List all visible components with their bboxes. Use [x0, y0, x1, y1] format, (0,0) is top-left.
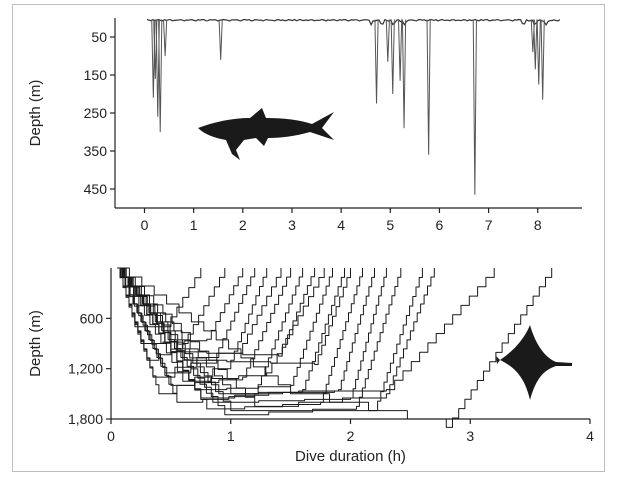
dive-spike	[374, 19, 379, 104]
bottom-x-axis-label: Dive duration (h)	[295, 448, 406, 465]
bottom-x-ticks: 0 1 2 3 4	[107, 419, 594, 444]
top-y-tick-label: 50	[91, 29, 107, 45]
top-x-tick-label: 4	[337, 217, 345, 233]
dive-spike	[398, 19, 403, 81]
dive-profile-line	[117, 267, 423, 412]
top-x-tick-label: 6	[436, 217, 444, 233]
top-y-tick-label: 450	[84, 181, 108, 197]
dive-spike	[163, 19, 168, 57]
top-y-tick-label: 350	[84, 143, 108, 159]
bottom-y-axis-label: Depth (m)	[27, 310, 44, 377]
bottom-y-ticks: 600 1,200 1,800	[68, 310, 111, 427]
surface-trace	[146, 18, 561, 27]
bottom-x-tick-label: 3	[466, 428, 474, 444]
dive-spike	[385, 19, 390, 62]
dive-profile-line	[117, 267, 202, 328]
dive-spike	[401, 19, 407, 129]
bottom-dive-profiles	[117, 267, 553, 428]
dive-spike	[426, 19, 431, 155]
dive-profile-line	[117, 267, 244, 344]
bottom-y-tick-label: 1,800	[68, 411, 103, 427]
dive-spike	[472, 19, 477, 195]
bottom-y-tick-label: 600	[80, 310, 104, 326]
dive-spike	[390, 19, 395, 95]
top-panel: 50 150 250 350 450 0 1 2 3 4 5 6 7 8 Depth (m)	[27, 18, 582, 233]
top-x-ticks: 0 1 2 3 4 5 6 7 8	[141, 208, 542, 233]
dive-spike	[540, 19, 545, 100]
dive-profile-line	[117, 267, 268, 395]
dive-profile-line	[117, 267, 387, 403]
dive-profile-line	[117, 267, 553, 428]
top-x-tick-label: 8	[534, 217, 542, 233]
dive-spike	[533, 19, 538, 70]
top-x-tick-label: 3	[288, 217, 296, 233]
bottom-x-tick-label: 4	[586, 428, 594, 444]
bottom-panel: 600 1,200 1,800 0 1 2 3 4 Depth (m) Dive durat…	[27, 267, 594, 465]
dive-profile-line	[117, 267, 351, 365]
manta-ray-icon	[496, 325, 572, 400]
dive-spike	[536, 19, 541, 85]
top-dive-trace	[146, 18, 561, 195]
bottom-x-tick-label: 2	[347, 428, 355, 444]
dive-profile-line	[117, 267, 435, 407]
bottom-y-tick-label: 1,200	[68, 361, 103, 377]
top-x-tick-label: 7	[485, 217, 493, 233]
top-y-ticks: 50 150 250 350 450	[84, 29, 115, 197]
dive-profile-line	[117, 267, 402, 416]
top-y-tick-label: 150	[84, 67, 108, 83]
top-y-tick-label: 250	[84, 105, 108, 121]
top-x-tick-label: 0	[141, 217, 149, 233]
shark-icon	[198, 108, 334, 160]
top-x-tick-label: 2	[239, 217, 247, 233]
top-x-tick-label: 5	[386, 217, 394, 233]
top-x-tick-label: 1	[190, 217, 198, 233]
top-y-axis-label: Depth (m)	[27, 80, 44, 147]
dive-profile-line	[117, 267, 495, 395]
bottom-x-tick-label: 0	[107, 428, 115, 444]
dive-spike	[218, 19, 223, 60]
bottom-x-tick-label: 1	[227, 428, 235, 444]
dive-spike	[158, 19, 163, 133]
